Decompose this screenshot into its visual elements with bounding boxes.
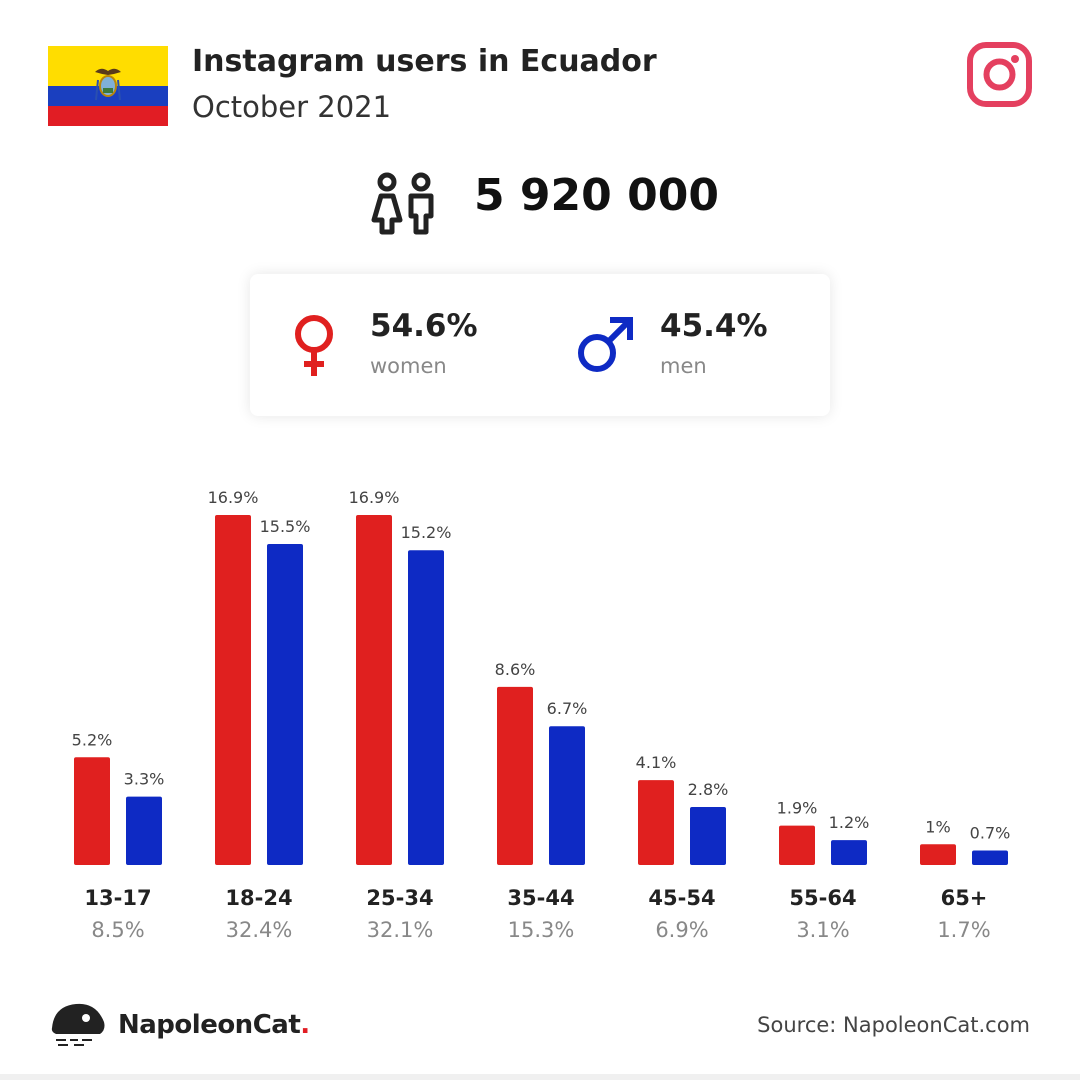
age-category-total: 3.1% bbox=[796, 918, 849, 942]
bar-men-18-24 bbox=[267, 543, 303, 865]
age-category-label: 18-24 bbox=[225, 886, 292, 910]
brand-text: NapoleonCat bbox=[118, 1010, 301, 1040]
bar-men-13-17 bbox=[126, 796, 162, 865]
brand-name: NapoleonCat. bbox=[118, 1010, 310, 1040]
bar-label-men-45-54: 2.8% bbox=[688, 780, 729, 799]
page-subtitle: October 2021 bbox=[192, 90, 392, 124]
page-title: Instagram users in Ecuador bbox=[192, 44, 657, 79]
age-category-label: 55-64 bbox=[789, 886, 856, 910]
women-percentage: 54.6% bbox=[370, 308, 478, 344]
bar-label-women-55-64: 1.9% bbox=[777, 799, 818, 818]
bar-label-men-55-64: 1.2% bbox=[829, 813, 870, 832]
ecuador-flag bbox=[48, 46, 168, 126]
age-category-label: 13-17 bbox=[84, 886, 151, 910]
bar-men-55-64 bbox=[831, 840, 867, 865]
bar-label-men-65+: 0.7% bbox=[970, 824, 1011, 843]
bar-women-45-54 bbox=[638, 780, 674, 865]
bottom-divider bbox=[0, 1074, 1080, 1080]
age-gender-bar-chart: 5.2%3.3%13-178.5%16.9%15.5%18-2432.4%16.… bbox=[72, 488, 1011, 942]
bar-women-13-17 bbox=[74, 757, 110, 865]
bar-women-35-44 bbox=[497, 686, 533, 865]
bar-label-men-25-34: 15.2% bbox=[401, 523, 452, 542]
bar-women-18-24 bbox=[215, 515, 251, 865]
bar-men-45-54 bbox=[690, 807, 726, 865]
bar-men-25-34 bbox=[408, 550, 444, 865]
bar-label-women-18-24: 16.9% bbox=[208, 488, 259, 507]
bar-label-men-18-24: 15.5% bbox=[260, 517, 311, 536]
age-category-total: 1.7% bbox=[937, 918, 990, 942]
bar-women-55-64 bbox=[779, 825, 815, 865]
age-category-total: 32.4% bbox=[226, 918, 293, 942]
men-label: men bbox=[660, 354, 707, 378]
bar-label-men-13-17: 3.3% bbox=[124, 770, 165, 789]
age-category-label: 25-34 bbox=[366, 886, 433, 910]
brand-dot: . bbox=[300, 1010, 310, 1040]
bar-women-65+ bbox=[920, 844, 956, 865]
users-icon bbox=[371, 172, 434, 235]
bar-label-women-65+: 1% bbox=[925, 817, 950, 836]
bar-label-women-45-54: 4.1% bbox=[636, 753, 677, 772]
bar-men-35-44 bbox=[549, 726, 585, 865]
bar-label-women-13-17: 5.2% bbox=[72, 730, 113, 749]
napoleoncat-logo-icon bbox=[51, 1003, 105, 1046]
age-category-label: 35-44 bbox=[507, 886, 574, 910]
bar-label-women-25-34: 16.9% bbox=[349, 488, 400, 507]
coat-of-arms-icon bbox=[95, 68, 121, 101]
gender-split-card: 54.6% women 45.4% men bbox=[250, 274, 830, 416]
female-icon bbox=[295, 315, 333, 376]
women-label: women bbox=[370, 354, 447, 378]
bar-label-men-35-44: 6.7% bbox=[547, 699, 588, 718]
age-category-total: 15.3% bbox=[508, 918, 575, 942]
age-category-label: 65+ bbox=[941, 886, 988, 910]
age-category-label: 45-54 bbox=[648, 886, 715, 910]
bar-men-65+ bbox=[972, 850, 1008, 865]
bar-label-women-35-44: 8.6% bbox=[495, 660, 536, 679]
bar-women-25-34 bbox=[356, 515, 392, 865]
age-category-total: 32.1% bbox=[367, 918, 434, 942]
source-text: Source: NapoleonCat.com bbox=[757, 1013, 1030, 1037]
men-percentage: 45.4% bbox=[660, 308, 768, 344]
age-category-total: 8.5% bbox=[91, 918, 144, 942]
male-icon bbox=[578, 317, 633, 372]
age-category-total: 6.9% bbox=[655, 918, 708, 942]
total-users: 5 920 000 bbox=[474, 170, 719, 221]
instagram-icon bbox=[967, 42, 1032, 107]
